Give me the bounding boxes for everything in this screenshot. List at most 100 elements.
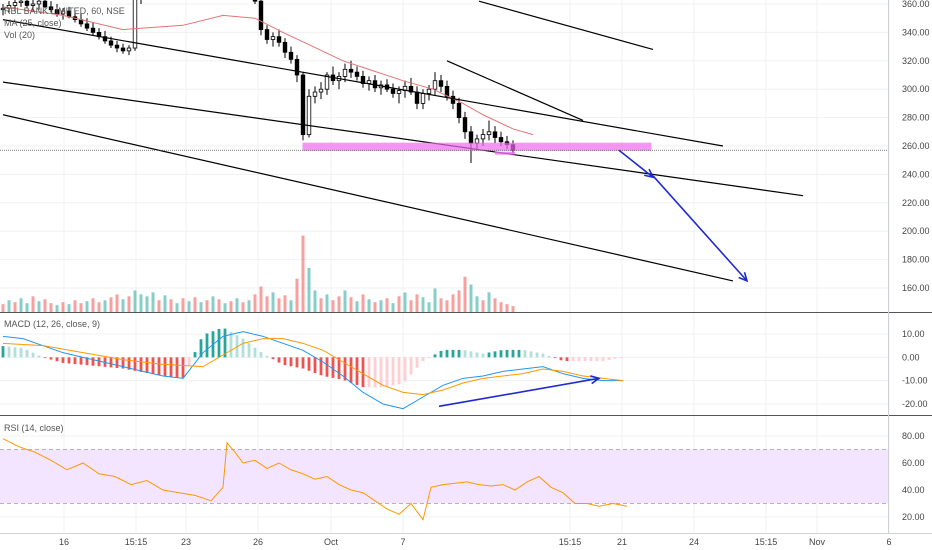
macd-hist-bar-65 <box>391 357 395 386</box>
macd-line <box>2 331 623 410</box>
macd-hist-bar-27 <box>163 357 167 377</box>
volume-bar-56 <box>337 296 341 312</box>
macd-hist-bar-69 <box>415 357 419 368</box>
candle-body-47 <box>390 88 396 94</box>
candle-5 <box>30 0 36 12</box>
macd-panel[interactable] <box>1 328 624 410</box>
macd-histogram <box>1 328 623 388</box>
macd-hist-bar-11 <box>67 357 71 364</box>
volume-bar-39 <box>235 298 239 312</box>
candle-body-35 <box>318 88 324 93</box>
candle-body-64 <box>492 131 498 138</box>
candle-64 <box>492 126 498 144</box>
forecast-arrow-1-shaft <box>652 175 748 282</box>
macd-hist-bar-5 <box>31 352 35 358</box>
candle-body-48 <box>396 90 402 94</box>
candle-31 <box>294 55 300 83</box>
volume-bar-41 <box>247 300 251 312</box>
macd-hist-bar-64 <box>385 357 389 387</box>
macd-hist-bar-100 <box>601 357 605 362</box>
candle-2 <box>12 0 18 12</box>
time-axis: 16 15:15 23 26 Oct 7 15:15 21 24 15:15 Nov 6 <box>59 537 892 547</box>
macd-hist-bar-41 <box>247 343 251 358</box>
price-tick-6: 240.00 <box>902 169 930 179</box>
candle-20 <box>120 43 126 54</box>
volume-bar-4 <box>25 303 29 312</box>
volume-bar-10 <box>61 302 65 312</box>
macd-hist-bar-97 <box>583 357 587 362</box>
signal-line <box>2 338 624 396</box>
candle-body-62 <box>480 134 486 140</box>
candle-body-8 <box>48 6 54 11</box>
macd-hist-bar-61 <box>367 357 371 388</box>
macd-hist-bar-102 <box>613 357 617 359</box>
candle-35 <box>318 82 324 100</box>
candle-body-18 <box>108 40 114 46</box>
volume-bar-60 <box>361 294 365 312</box>
price-tick-7: 220.00 <box>902 198 930 208</box>
candle-body-5 <box>30 3 36 6</box>
volume-bar-15 <box>91 298 95 312</box>
macd-hist-bar-84 <box>505 349 509 358</box>
volume-bar-18 <box>109 297 113 312</box>
candle-body-59 <box>462 117 468 133</box>
macd-hist-bar-67 <box>403 357 407 382</box>
candle-21 <box>126 45 132 56</box>
candle-body-7 <box>42 0 48 8</box>
volume-bars <box>1 235 515 312</box>
time-tick-3: 26 <box>253 537 263 547</box>
macd-hist-bar-9 <box>55 357 59 362</box>
macd-hist-bar-24 <box>145 357 149 374</box>
macd-hist-bar-12 <box>73 357 77 365</box>
macd-hist-bar-18 <box>109 357 113 368</box>
macd-hist-bar-13 <box>79 357 83 365</box>
candle-body-55 <box>438 80 444 87</box>
macd-hist-bar-38 <box>229 331 233 358</box>
trendline-2 <box>2 114 734 282</box>
volume-bar-65 <box>391 303 395 312</box>
candle-body-60 <box>468 131 474 144</box>
volume-bar-44 <box>265 296 269 312</box>
volume-bar-67 <box>403 292 407 312</box>
candle-body-3 <box>18 0 24 3</box>
rsi-panel[interactable] <box>0 438 888 521</box>
trendline-4 <box>446 60 584 121</box>
macd-hist-bar-20 <box>121 357 125 369</box>
macd-hist-bar-19 <box>115 357 119 368</box>
macd-hist-bar-22 <box>133 357 137 371</box>
time-tick-5: 7 <box>400 537 405 547</box>
macd-hist-bar-28 <box>169 357 173 377</box>
candle-body-34 <box>312 91 318 97</box>
candle-24 <box>252 0 258 4</box>
macd-arrow-shaft <box>438 377 600 408</box>
volume-bar-75 <box>451 294 455 312</box>
macd-arrow <box>438 375 601 408</box>
time-tick-4: Oct <box>324 537 339 547</box>
candle-body-53 <box>426 88 432 94</box>
macd-hist-bar-89 <box>535 352 539 358</box>
candle-body-25 <box>258 0 264 30</box>
macd-hist-bar-29 <box>175 357 179 378</box>
macd-hist-bar-34 <box>205 333 209 358</box>
candle-body-22 <box>132 0 138 49</box>
price-panel[interactable] <box>0 0 888 312</box>
candle-41 <box>354 66 360 81</box>
time-tick-7: 21 <box>617 537 627 547</box>
volume-bar-16 <box>97 302 101 312</box>
macd-hist-bar-95 <box>571 357 575 362</box>
candle-14 <box>84 18 90 31</box>
rsi-bounds <box>0 449 888 504</box>
volume-bar-14 <box>85 301 89 312</box>
macd-hist-bar-4 <box>25 349 29 358</box>
macd-tick-2: -10.00 <box>902 376 928 386</box>
volume-bar-81 <box>487 292 491 312</box>
macd-hist-bar-71 <box>427 357 431 359</box>
time-tick-9: 15:15 <box>755 537 778 547</box>
candle-body-0 <box>0 7 6 11</box>
volume-bar-9 <box>55 305 59 312</box>
volume-bar-3 <box>19 298 23 312</box>
candle-body-63 <box>486 131 492 136</box>
macd-hist-bar-88 <box>529 351 533 358</box>
rsi-axis: 80.00 60.00 40.00 20.00 <box>902 431 925 522</box>
